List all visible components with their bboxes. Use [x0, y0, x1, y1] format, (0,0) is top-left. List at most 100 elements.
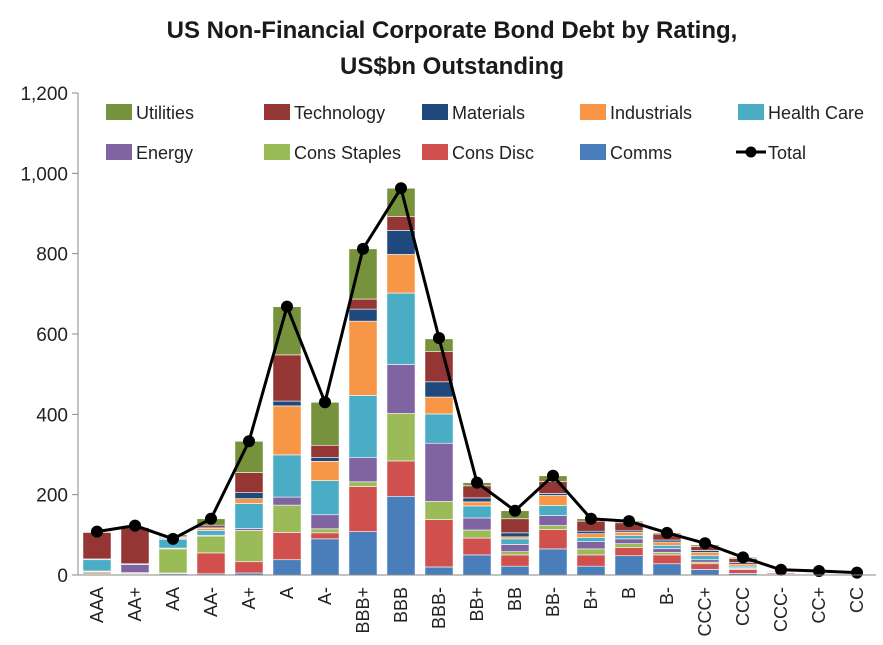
bar-energy-b	[652, 548, 682, 553]
chart-title-line-2: US$bn Outstanding	[340, 53, 564, 80]
bar-cons-disc-b	[652, 554, 682, 565]
bar-stack-bbb	[386, 187, 416, 576]
bar-energy-aa-plus	[120, 564, 150, 573]
bar-comms-a	[272, 559, 302, 576]
x-tick-label-bb-plus: BB+	[467, 587, 487, 622]
bar-cons-disc-b	[614, 547, 644, 557]
bar-stack-bb	[538, 475, 568, 576]
bar-industrials-ccc-plus	[690, 552, 720, 557]
x-tick-label-aaa: AAA	[87, 587, 107, 623]
legend-swatch-technology	[264, 104, 290, 120]
bar-stack-aa	[196, 518, 226, 576]
total-point-bbb-plus	[357, 242, 369, 255]
legend-item-comms: Comms	[580, 143, 672, 163]
legend-label-materials: Materials	[452, 103, 525, 123]
legend-swatch-industrials	[580, 104, 606, 120]
legend-label-cons-staples: Cons Staples	[294, 143, 401, 163]
bar-cons-staples-a	[310, 528, 340, 534]
bar-cons-disc-a-plus	[234, 561, 264, 574]
total-point-aaa	[91, 525, 103, 538]
x-tick-label-ccc: CCC-	[771, 587, 791, 632]
total-point-aa	[167, 532, 179, 545]
bar-industrials-bb-plus	[462, 501, 492, 507]
total-point-bb	[547, 469, 559, 482]
bar-cons-staples-b	[652, 552, 682, 556]
y-tick-label: 600	[36, 325, 68, 346]
legend-swatch-materials	[422, 104, 448, 120]
total-point-bb-plus	[471, 476, 483, 489]
bar-stack-b-plus	[576, 518, 606, 576]
bar-stack-b	[614, 520, 644, 576]
bar-cons-staples-aa	[158, 548, 188, 574]
bar-energy-bbb-plus	[348, 457, 378, 483]
legend-label-health-care: Health Care	[768, 103, 864, 123]
legend-label-cons-disc: Cons Disc	[452, 143, 534, 163]
legend-label-energy: Energy	[136, 143, 193, 163]
y-tick-label: 1,000	[20, 164, 68, 185]
bar-materials-b	[652, 539, 682, 543]
bar-stack-a-plus	[234, 440, 264, 576]
bar-technology-a	[310, 444, 340, 458]
total-point-ccc-plus	[699, 537, 711, 550]
total-point-cc	[851, 566, 863, 579]
bar-cons-disc-bb-plus	[462, 537, 492, 556]
bar-cons-staples-a-plus	[234, 530, 264, 563]
x-tick-label-b-plus: B+	[581, 587, 601, 610]
bar-comms-bbb	[386, 495, 416, 576]
total-point-ccc	[775, 563, 787, 576]
bar-comms-b-plus	[576, 565, 606, 576]
legend-swatch-comms	[580, 144, 606, 160]
total-point-b	[661, 526, 673, 539]
bar-health-care-a-plus	[234, 503, 264, 529]
legend-label-industrials: Industrials	[610, 103, 692, 123]
legend-label-comms: Comms	[610, 143, 672, 163]
total-point-b-plus	[585, 512, 597, 525]
bar-health-care-bb	[500, 538, 530, 545]
y-tick-label: 0	[57, 566, 68, 587]
legend-item-utilities: Utilities	[106, 103, 194, 123]
bar-health-care-a	[272, 454, 302, 498]
bar-materials-bb	[500, 532, 530, 538]
bar-cons-disc-aa	[196, 552, 226, 575]
chart-title-line-1: US Non-Financial Corporate Bond Debt by …	[167, 17, 738, 44]
bar-industrials-bbb	[386, 254, 416, 294]
x-tick-label-cc: CC	[847, 587, 867, 613]
bar-industrials-b	[614, 532, 644, 536]
total-point-aa	[205, 512, 217, 525]
y-tick-label: 800	[36, 245, 68, 266]
bar-industrials-b-plus	[576, 533, 606, 538]
bar-energy-bbb	[424, 442, 454, 502]
bar-stack-a	[272, 306, 302, 576]
bar-comms-bbb	[424, 566, 454, 576]
x-tick-label-b: B	[619, 587, 639, 599]
bar-industrials-bb	[538, 495, 568, 506]
x-tick-label-ccc: CCC	[733, 587, 753, 626]
bar-health-care-b	[652, 544, 682, 549]
x-tick-label-cc-plus: CC+	[809, 587, 829, 624]
bar-technology-a	[272, 354, 302, 402]
legend-item-total: Total	[736, 143, 806, 163]
bar-industrials-a-plus	[234, 498, 264, 504]
legend-item-cons-disc: Cons Disc	[422, 143, 534, 163]
bar-stack-b	[652, 532, 682, 576]
bar-materials-bbb	[424, 381, 454, 398]
bar-cons-staples-b-plus	[576, 548, 606, 556]
bar-health-care-bbb	[386, 292, 416, 365]
bar-comms-b	[652, 563, 682, 576]
bar-industrials-a	[272, 405, 302, 456]
bar-materials-b-plus	[576, 530, 606, 534]
bar-energy-a-plus	[234, 528, 264, 531]
legend-item-health-care: Health Care	[738, 103, 864, 123]
legend-marker-total	[745, 146, 757, 158]
bar-industrials-aa	[196, 528, 226, 531]
legend-label-total: Total	[768, 143, 806, 163]
total-point-ccc	[737, 551, 749, 564]
bar-materials-bbb-plus	[348, 308, 378, 322]
total-point-bbb	[395, 182, 407, 195]
x-tick-label-aa: AA-	[201, 587, 221, 617]
bar-energy-bb-plus	[462, 517, 492, 531]
bar-energy-a	[272, 496, 302, 506]
legend-item-materials: Materials	[422, 103, 525, 123]
bar-industrials-a	[310, 461, 340, 481]
